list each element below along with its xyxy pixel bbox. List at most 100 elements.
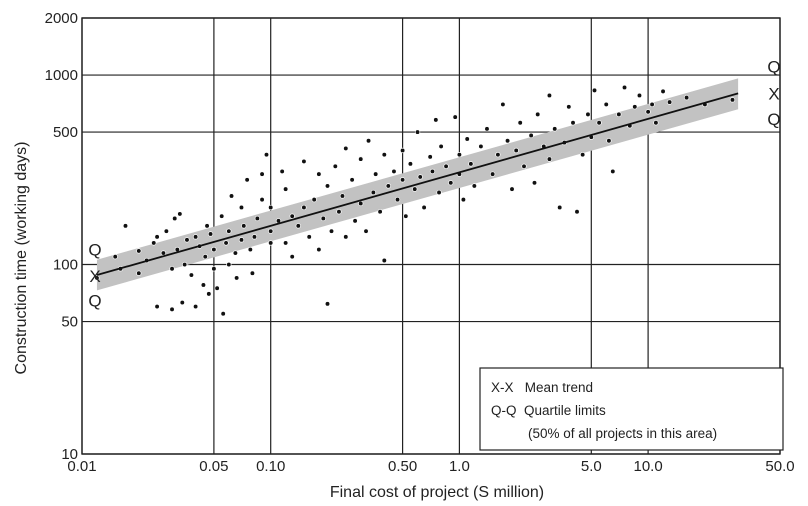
data-point-139 — [603, 101, 609, 108]
data-point-31 — [214, 285, 220, 291]
data-point-71 — [332, 163, 338, 169]
data-point-114 — [489, 171, 496, 177]
data-point-100 — [433, 117, 439, 123]
legend-entry-mean-trend: X-X Mean trend — [491, 380, 593, 395]
data-point-42 — [241, 223, 247, 229]
data-point-78 — [358, 156, 364, 162]
data-point-145 — [632, 104, 638, 110]
data-point-21 — [192, 234, 199, 240]
data-point-152 — [683, 94, 690, 101]
data-point-20 — [188, 272, 195, 278]
data-point-47 — [254, 215, 261, 222]
data-point-25 — [202, 254, 208, 260]
data-point-55 — [279, 168, 285, 175]
data-point-41 — [238, 237, 245, 243]
data-point-150 — [660, 88, 666, 95]
band-label-left-2: Q — [88, 291, 101, 310]
data-point-5 — [136, 248, 142, 254]
data-point-69 — [324, 301, 331, 307]
data-point-26 — [204, 223, 210, 229]
band-label-right-1: X — [768, 84, 779, 103]
data-point-141 — [610, 168, 616, 175]
data-point-56 — [282, 240, 289, 246]
data-point-90 — [399, 147, 406, 154]
data-point-140 — [606, 138, 612, 144]
y-axis-label: Construction time (working days) — [13, 142, 30, 375]
data-point-60 — [295, 223, 301, 229]
data-point-127 — [546, 156, 553, 162]
data-point-135 — [585, 111, 591, 118]
data-point-34 — [223, 240, 229, 246]
data-point-40 — [238, 204, 245, 211]
data-point-64 — [311, 196, 317, 203]
data-point-38 — [232, 250, 239, 256]
data-point-70 — [328, 228, 335, 234]
x-tick-labels: 0.01 0.05 0.10 0.50 1.0 5.0 10.0 50.0 — [67, 458, 794, 475]
data-point-91 — [399, 177, 406, 183]
data-point-92 — [403, 213, 409, 219]
data-point-44 — [247, 246, 253, 253]
data-point-106 — [456, 152, 463, 158]
data-point-83 — [373, 171, 379, 177]
data-point-85 — [381, 152, 387, 158]
data-point-32 — [219, 213, 225, 219]
data-point-146 — [636, 92, 643, 99]
data-point-123 — [531, 180, 538, 186]
data-point-49 — [259, 171, 265, 177]
data-point-67 — [320, 215, 326, 222]
data-point-101 — [436, 189, 442, 196]
x-tick-label-0: 0.01 — [67, 458, 96, 475]
data-point-18 — [182, 261, 188, 268]
data-point-66 — [316, 246, 322, 253]
x-tick-label-4: 1.0 — [449, 458, 470, 475]
y-tick-label-0: 10 — [61, 446, 78, 463]
data-point-65 — [316, 171, 322, 177]
data-point-16 — [177, 211, 183, 217]
data-point-50 — [263, 152, 270, 158]
data-point-62 — [301, 158, 307, 165]
data-point-102 — [438, 143, 444, 150]
data-point-28 — [207, 231, 214, 237]
x-tick-label-3: 0.50 — [388, 458, 417, 475]
band-label-left-0: Q — [88, 241, 101, 260]
data-point-143 — [621, 84, 628, 91]
data-point-19 — [184, 237, 190, 243]
data-point-61 — [301, 204, 307, 211]
data-point-128 — [552, 126, 558, 132]
data-point-95 — [414, 129, 421, 135]
data-point-74 — [343, 145, 349, 152]
data-point-58 — [289, 213, 295, 219]
data-point-8 — [154, 234, 160, 240]
data-point-73 — [339, 193, 346, 199]
data-point-138 — [596, 120, 602, 126]
data-point-97 — [421, 204, 427, 211]
data-point-76 — [349, 177, 355, 183]
data-point-98 — [427, 154, 433, 160]
legend-frame — [479, 367, 784, 451]
x-tick-label-6: 10.0 — [634, 458, 663, 475]
data-point-77 — [352, 218, 358, 224]
data-point-48 — [259, 196, 265, 203]
plot-frame — [81, 17, 781, 455]
data-point-108 — [460, 196, 467, 203]
data-point-110 — [468, 161, 474, 167]
data-point-3 — [122, 223, 129, 229]
data-point-80 — [363, 228, 369, 234]
data-point-148 — [649, 101, 655, 108]
data-point-137 — [591, 87, 598, 94]
data-point-51 — [268, 228, 274, 234]
data-point-10 — [160, 250, 167, 256]
data-point-126 — [546, 92, 553, 99]
y-tick-labels: 10 50 100 500 1000 2000 — [45, 10, 78, 463]
y-tick-label-5: 2000 — [45, 10, 78, 27]
data-point-109 — [464, 136, 470, 142]
band-label-right-2: Q — [767, 110, 780, 129]
data-point-35 — [226, 261, 232, 268]
data-point-103 — [443, 163, 449, 169]
data-point-87 — [385, 183, 391, 189]
data-point-72 — [336, 209, 342, 215]
data-point-105 — [452, 114, 458, 120]
data-point-46 — [251, 234, 258, 240]
